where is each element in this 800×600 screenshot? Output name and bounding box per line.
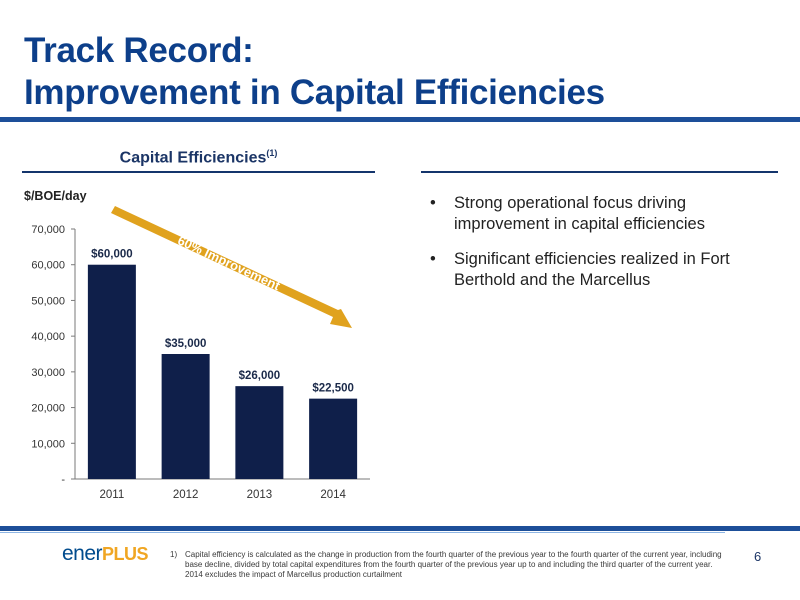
data-label-2014: $22,500 xyxy=(312,383,354,395)
x-tick-label-2014: 2014 xyxy=(320,489,346,501)
improvement-arrow-label: 60% Improvement xyxy=(175,233,283,294)
title-divider xyxy=(0,117,800,122)
x-tick-label-2012: 2012 xyxy=(173,489,199,501)
bullet-text-2: Significant efficiencies realized in For… xyxy=(454,250,730,289)
page-number: 6 xyxy=(754,549,762,564)
logo-text-ener: ener xyxy=(62,542,103,565)
bar-2011 xyxy=(87,264,136,479)
slide-title: Track Record: Improvement in Capital Eff… xyxy=(24,30,605,114)
y-tick-label: 60,000 xyxy=(31,260,65,272)
chart-header: Capital Efficiencies(1) xyxy=(22,147,375,173)
y-tick-label: 10,000 xyxy=(31,438,65,450)
y-tick-label: 20,000 xyxy=(31,403,65,415)
footer-divider-thin xyxy=(0,532,725,533)
bar-2012 xyxy=(161,354,210,479)
footnote-text: Capital efficiency is calculated as the … xyxy=(185,550,722,579)
slide-title-line2: Improvement in Capital Efficiencies xyxy=(24,73,605,112)
y-axis-title: $/BOE/day xyxy=(24,189,87,203)
x-tick-label-2013: 2013 xyxy=(247,489,273,501)
y-tick-label: - xyxy=(61,474,65,486)
footer-divider xyxy=(0,526,800,531)
enerplus-logo: enerPLUS xyxy=(62,542,149,566)
improvement-arrow xyxy=(111,206,352,328)
y-tick-label: 30,000 xyxy=(31,367,65,379)
logo-text-plus: PLUS xyxy=(102,544,149,564)
y-tick-label: 70,000 xyxy=(31,224,65,236)
bullet-marker: • xyxy=(430,250,436,268)
chart-header-footnote-ref: (1) xyxy=(266,148,278,158)
data-label-2013: $26,000 xyxy=(239,370,281,382)
bullet-text-1: Strong operational focus driving improve… xyxy=(454,194,705,233)
bar-2013 xyxy=(235,386,284,479)
footnote-number: 1) xyxy=(170,550,178,559)
capital-efficiencies-chart: $/BOE/day - 10,000 20,000 30,000 40,000 50,00… xyxy=(24,189,370,501)
bullet-item-1: • Strong operational focus driving improv… xyxy=(428,193,778,235)
footnote: 1) Capital efficiency is calculated as t… xyxy=(170,550,730,580)
bullet-list: • Strong operational focus driving improv… xyxy=(428,193,778,305)
y-tick-label: 40,000 xyxy=(31,331,65,343)
bullet-marker: • xyxy=(430,194,436,212)
x-tick-label-2011: 2011 xyxy=(100,489,125,501)
slide-title-line1: Track Record: xyxy=(24,31,254,70)
bar-2014 xyxy=(309,398,358,479)
y-tick-label: 50,000 xyxy=(31,295,65,307)
bullet-item-2: • Significant efficiencies realized in Fo… xyxy=(428,249,778,291)
data-label-2012: $35,000 xyxy=(165,338,207,350)
chart-header-label: Capital Efficiencies xyxy=(119,149,267,167)
data-label-2011: $60,000 xyxy=(91,249,133,261)
bullets-divider xyxy=(421,171,778,173)
